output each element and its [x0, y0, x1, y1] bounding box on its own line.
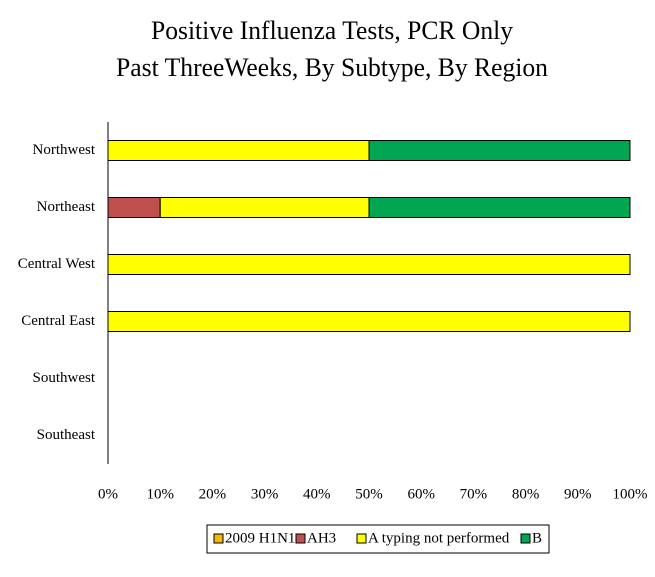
chart-subtitle: Past ThreeWeeks, By Subtype, By Region [116, 53, 548, 82]
y-tick-label: Northwest [33, 142, 96, 158]
bar-segment [107, 197, 161, 218]
x-tick-label: 20% [199, 486, 227, 502]
legend-swatch [213, 533, 224, 544]
bar-segment [107, 311, 631, 332]
bar-segment [368, 197, 631, 218]
y-tick-label: Northeast [37, 199, 96, 215]
x-tick-label: 60% [407, 486, 435, 502]
legend-box [206, 524, 550, 554]
legend-swatch [295, 533, 306, 544]
y-tick-label: Central West [18, 256, 96, 272]
legend-swatch [356, 533, 367, 544]
chart-title: Positive Influenza Tests, PCR Only [151, 16, 513, 45]
legend-label: B [532, 530, 542, 546]
x-tick-label: 40% [303, 486, 331, 502]
x-tick-label: 90% [564, 486, 592, 502]
legend-label: AH3 [307, 530, 336, 546]
x-tick-label: 100% [613, 486, 648, 502]
x-tick-label: 10% [146, 486, 174, 502]
bar-segment [107, 140, 370, 161]
x-tick-label: 0% [98, 486, 118, 502]
bar-segment [159, 197, 370, 218]
x-tick-label: 30% [251, 486, 279, 502]
y-tick-label: Southwest [32, 370, 95, 386]
x-tick-label: 80% [512, 486, 540, 502]
y-tick-label: Central East [21, 313, 96, 329]
legend-label: A typing not performed [368, 530, 510, 546]
x-tick-label: 50% [355, 486, 383, 502]
bar-segment [107, 254, 631, 275]
x-tick-label: 70% [460, 486, 488, 502]
legend-swatch [520, 533, 531, 544]
legend-label: 2009 H1N1 [225, 530, 295, 546]
bar-segment [368, 140, 631, 161]
y-tick-label: Southeast [37, 427, 96, 443]
